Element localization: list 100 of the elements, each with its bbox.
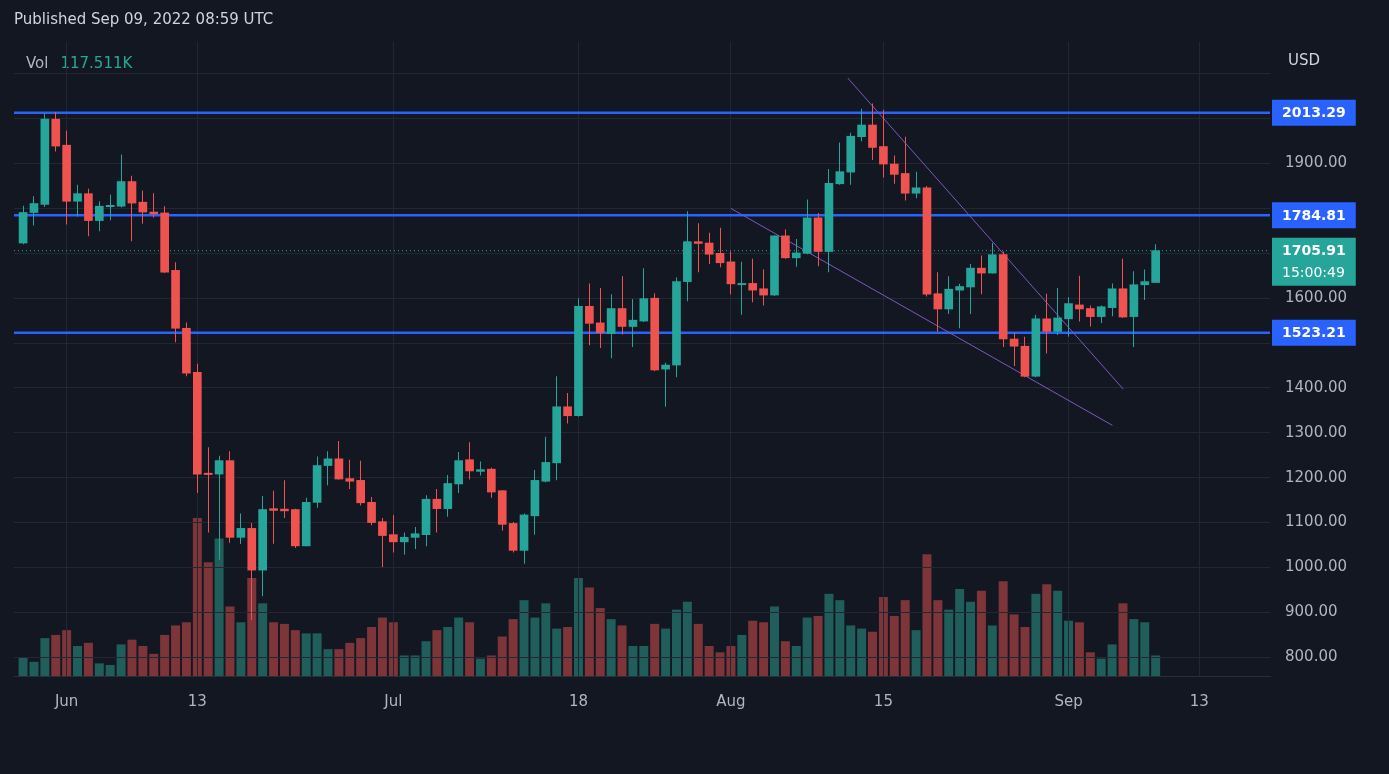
bar xyxy=(269,622,279,676)
bar xyxy=(127,639,137,676)
bar xyxy=(693,623,703,676)
ref-line-label: 1523.21 xyxy=(1282,324,1346,341)
bar xyxy=(606,619,616,676)
bar xyxy=(682,601,692,676)
bar xyxy=(911,630,921,676)
bar xyxy=(236,622,246,676)
bar xyxy=(432,630,442,676)
bar xyxy=(889,615,899,676)
x-tick-label: Aug xyxy=(716,691,746,710)
ref-line-label: 1705.91 xyxy=(1282,242,1346,259)
ref-line-label: 2013.29 xyxy=(1282,104,1346,121)
bar xyxy=(987,625,997,676)
x-tick-label: Jul xyxy=(383,691,403,710)
bar xyxy=(944,609,954,676)
bar xyxy=(1042,584,1052,676)
bar xyxy=(955,589,965,676)
bar xyxy=(214,538,224,676)
bar xyxy=(900,600,910,676)
bar xyxy=(617,625,627,676)
bar xyxy=(312,633,322,676)
bar xyxy=(443,627,453,676)
bar xyxy=(1140,622,1150,676)
bar xyxy=(976,590,986,676)
x-tick-label: 13 xyxy=(187,691,207,710)
bar xyxy=(737,634,747,676)
bar xyxy=(334,649,344,676)
y-tick-label: 1200.00 xyxy=(1285,467,1348,486)
bar xyxy=(301,633,311,676)
annotation: Vol xyxy=(26,54,49,72)
bar xyxy=(225,606,235,676)
bar xyxy=(1151,655,1161,676)
bar xyxy=(465,622,475,676)
bar xyxy=(105,664,115,676)
candlestick xyxy=(269,490,278,544)
bar xyxy=(770,606,779,676)
bar xyxy=(802,617,812,676)
bar xyxy=(671,609,681,676)
bar xyxy=(73,645,83,676)
bar xyxy=(1074,622,1084,676)
x-tick-label: Jun xyxy=(53,691,79,710)
bar xyxy=(704,645,714,676)
bar xyxy=(323,649,333,676)
candlestick xyxy=(693,223,703,273)
candlestick xyxy=(203,447,213,533)
bar xyxy=(410,655,420,676)
bar xyxy=(486,655,496,676)
x-tick-label: 15 xyxy=(873,691,893,710)
bar xyxy=(290,630,300,676)
bar xyxy=(138,645,148,676)
y-tick-label: 1900.00 xyxy=(1285,153,1348,172)
chart-title: Published Sep 09, 2022 08:59 UTC xyxy=(14,10,274,28)
bar xyxy=(661,628,671,676)
bar xyxy=(846,625,856,676)
y-tick-label: 1300.00 xyxy=(1285,422,1348,441)
text: 15:00:49 xyxy=(1282,264,1345,281)
bar xyxy=(377,617,387,676)
bar xyxy=(595,608,605,676)
bar xyxy=(966,601,976,676)
x-tick-label: 13 xyxy=(1189,691,1209,710)
bar xyxy=(181,622,191,676)
bar xyxy=(552,628,562,676)
bar xyxy=(279,623,289,676)
bar xyxy=(1053,590,1063,676)
bar xyxy=(748,620,758,676)
bar xyxy=(247,578,257,676)
bar xyxy=(1085,652,1095,676)
bar xyxy=(650,623,660,676)
bar xyxy=(203,562,213,676)
bar xyxy=(1096,658,1106,676)
bar xyxy=(1107,644,1117,676)
y-axis-title: USD xyxy=(1288,51,1321,69)
bar xyxy=(780,641,790,676)
candlestick xyxy=(955,283,964,329)
bar xyxy=(1031,593,1041,676)
bar xyxy=(475,658,485,676)
bar xyxy=(497,636,507,676)
x-tick-label: 18 xyxy=(568,691,589,710)
bar xyxy=(639,645,649,676)
bar xyxy=(258,603,268,676)
bar xyxy=(171,625,181,676)
candlestick xyxy=(737,261,747,315)
bar xyxy=(367,627,377,676)
bar xyxy=(563,627,573,676)
bar xyxy=(508,619,518,676)
bar xyxy=(94,663,104,676)
bar xyxy=(116,644,126,676)
bar xyxy=(791,645,801,676)
ref-line-label: 1784.81 xyxy=(1282,206,1346,223)
y-tick-label: 1400.00 xyxy=(1285,377,1348,396)
bar xyxy=(454,617,464,676)
bar xyxy=(40,638,50,676)
bar xyxy=(824,593,834,676)
bar xyxy=(1129,619,1139,676)
bar xyxy=(399,655,409,676)
bar xyxy=(835,600,845,676)
y-tick-label: 900.00 xyxy=(1285,602,1338,621)
bar xyxy=(922,554,932,676)
y-tick-label: 800.00 xyxy=(1285,647,1338,666)
